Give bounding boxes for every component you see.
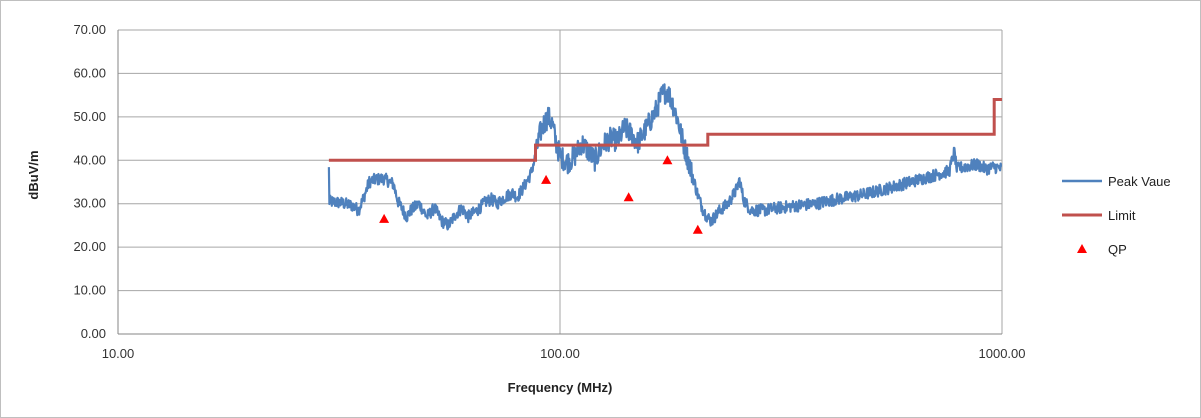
legend-swatch	[1077, 244, 1087, 253]
y-tick-label: 30.00	[73, 196, 106, 211]
y-axis-title: dBuV/m	[26, 150, 41, 199]
y-tick-label: 60.00	[73, 65, 106, 80]
qp-marker	[662, 155, 673, 165]
y-tick-label: 50.00	[73, 109, 106, 124]
legend-label: Limit	[1108, 208, 1136, 223]
plot-series	[327, 83, 1003, 234]
qp-marker	[541, 174, 552, 184]
y-tick-label: 40.00	[73, 152, 106, 167]
x-tick-label: 1000.00	[979, 346, 1026, 361]
qp-marker	[623, 192, 634, 202]
series-peak-line	[327, 83, 1003, 231]
tick-labels: 0.00 10.00 20.00 30.00 40.00 50.00 60.00 70.00 1…	[73, 22, 1025, 361]
y-tick-label: 10.00	[73, 283, 106, 298]
gridlines	[117, 29, 1003, 335]
x-axis-title: Frequency (MHz)	[508, 380, 613, 395]
legend-label: QP	[1108, 242, 1127, 257]
x-tick-label: 10.00	[102, 346, 135, 361]
series-limit-line	[328, 98, 1002, 162]
y-tick-label: 0.00	[81, 326, 106, 341]
y-tick-label: 20.00	[73, 239, 106, 254]
y-tick-label: 70.00	[73, 22, 106, 37]
qp-marker	[379, 213, 390, 223]
legend-label: Peak Vaue	[1108, 174, 1171, 189]
qp-marker	[692, 224, 703, 234]
x-tick-label: 100.00	[540, 346, 580, 361]
legend: Peak Vaue Limit QP	[1062, 174, 1171, 257]
